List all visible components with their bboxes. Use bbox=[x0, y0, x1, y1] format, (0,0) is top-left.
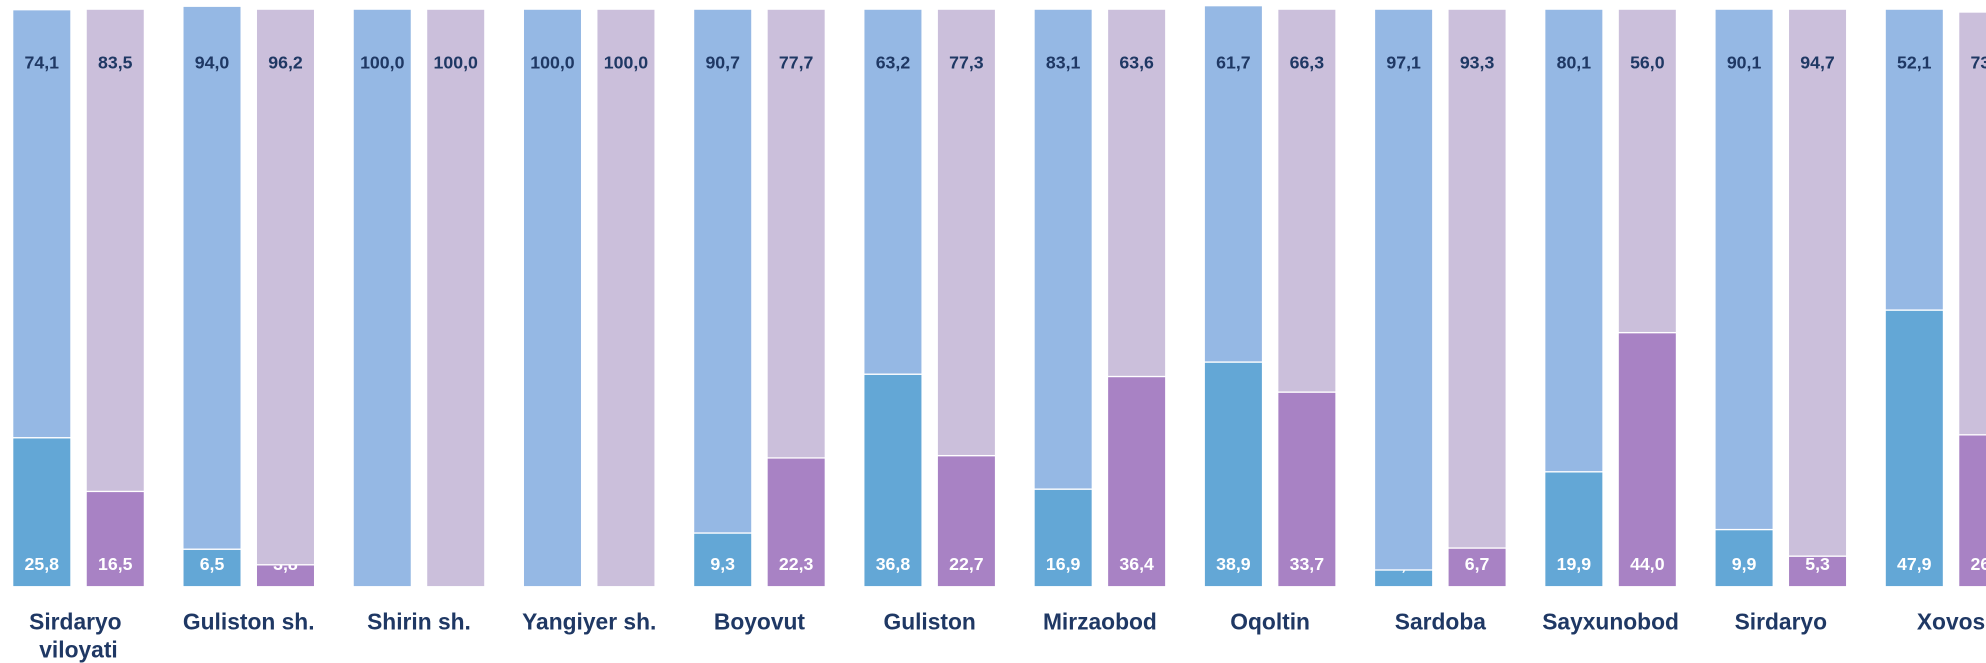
bar-segment bbox=[85, 490, 146, 588]
bar-segment bbox=[1203, 361, 1264, 588]
bar-segment bbox=[1277, 391, 1337, 588]
bar-segment bbox=[1958, 434, 1986, 588]
bar-segment bbox=[1884, 8, 1945, 311]
bar-segment bbox=[1373, 8, 1434, 571]
bar-segment bbox=[1106, 375, 1167, 588]
bar-segment bbox=[1544, 471, 1604, 588]
bar-segment bbox=[1714, 528, 1774, 588]
value-label: 97,1 bbox=[1386, 52, 1421, 72]
value-label: 9,9 bbox=[1732, 554, 1757, 574]
category-label: Sirdaryo viloyati bbox=[29, 608, 128, 662]
bar-segment bbox=[1884, 309, 1945, 588]
bar-segment bbox=[352, 8, 413, 588]
value-label: 100,0 bbox=[434, 52, 478, 72]
bar-segment bbox=[1106, 8, 1167, 378]
bar-segment bbox=[863, 373, 923, 588]
value-label: 94,7 bbox=[1800, 52, 1835, 72]
value-label: 44,0 bbox=[1630, 554, 1665, 574]
value-label: 16,5 bbox=[98, 554, 133, 574]
value-label: 83,5 bbox=[98, 52, 133, 72]
value-label: 90,1 bbox=[1727, 52, 1762, 72]
bar-segment bbox=[522, 8, 583, 588]
value-label: 6,5 bbox=[200, 554, 225, 574]
bar-segment bbox=[12, 437, 72, 588]
bar-segment bbox=[425, 8, 486, 588]
bar-segment bbox=[1447, 8, 1507, 549]
category-label: Guliston bbox=[883, 608, 975, 634]
value-label: 22,7 bbox=[949, 554, 984, 574]
bar-segment bbox=[936, 8, 997, 457]
category-label: Boyovut bbox=[714, 608, 806, 634]
value-label: 100,0 bbox=[360, 52, 404, 72]
bar-segment bbox=[692, 532, 753, 588]
value-label: 93,3 bbox=[1460, 52, 1495, 72]
bar-segment bbox=[1617, 8, 1678, 334]
value-label: 63,2 bbox=[876, 52, 911, 72]
value-label: 66,3 bbox=[1290, 52, 1325, 72]
value-label: 96,2 bbox=[268, 52, 303, 72]
value-label: 52,1 bbox=[1897, 52, 1932, 72]
value-label: 25,8 bbox=[25, 554, 60, 574]
bar-segment bbox=[1787, 8, 1848, 557]
value-label: 19,9 bbox=[1557, 554, 1592, 574]
category-label: Shirin sh. bbox=[367, 608, 471, 634]
value-label: 16,9 bbox=[1046, 554, 1081, 574]
category-label: Sirdaryo bbox=[1735, 608, 1828, 634]
bar-segment bbox=[692, 8, 753, 534]
category-label: Xovos bbox=[1917, 608, 1985, 634]
category-label: Yangiyer sh. bbox=[522, 608, 656, 634]
bar-segment bbox=[1033, 488, 1093, 588]
bar-segment bbox=[255, 8, 316, 566]
category-label: Guliston sh. bbox=[183, 608, 315, 634]
value-label: 36,8 bbox=[876, 554, 911, 574]
bar-segment bbox=[936, 454, 997, 588]
value-label: 56,0 bbox=[1630, 52, 1665, 72]
value-label: 5,3 bbox=[1805, 554, 1830, 574]
category-label: Oqoltin bbox=[1230, 608, 1310, 634]
bar-segment bbox=[12, 9, 72, 439]
value-label: 61,7 bbox=[1216, 52, 1251, 72]
value-label: 33,7 bbox=[1290, 554, 1325, 574]
bar-segment bbox=[1447, 547, 1507, 588]
category-label: Mirzaobod bbox=[1043, 608, 1157, 634]
value-label: 100,0 bbox=[604, 52, 648, 72]
bar-segment bbox=[766, 457, 826, 588]
value-label: 94,0 bbox=[195, 52, 230, 72]
value-label: 90,7 bbox=[705, 52, 740, 72]
bar-segment bbox=[1277, 8, 1337, 393]
bar-segment bbox=[1714, 8, 1774, 531]
value-label: 80,1 bbox=[1557, 52, 1592, 72]
value-label: 22,3 bbox=[779, 554, 814, 574]
value-label: 74,1 bbox=[25, 52, 60, 72]
bar-segment bbox=[85, 8, 146, 493]
bar-segment bbox=[1033, 8, 1093, 490]
value-label: 9,3 bbox=[710, 554, 735, 574]
value-label: 63,6 bbox=[1119, 52, 1154, 72]
bar-segment bbox=[863, 8, 923, 375]
value-label: 73,2 bbox=[1971, 52, 1986, 72]
value-label: 36,4 bbox=[1119, 554, 1154, 574]
value-label: 83,1 bbox=[1046, 52, 1081, 72]
value-label: 47,9 bbox=[1897, 554, 1932, 574]
category-label: Sayxunobod bbox=[1542, 608, 1679, 634]
value-label: 38,9 bbox=[1216, 554, 1251, 574]
bar-segment bbox=[1544, 8, 1604, 473]
bar-segment bbox=[182, 5, 242, 550]
value-label: 77,3 bbox=[949, 52, 984, 72]
bar-segment bbox=[766, 8, 826, 459]
bar-segment bbox=[1958, 11, 1986, 436]
value-label: 6,7 bbox=[1465, 554, 1490, 574]
bar-segment bbox=[1617, 331, 1678, 588]
category-label: Sardoba bbox=[1395, 608, 1486, 634]
value-label: 77,7 bbox=[779, 52, 814, 72]
bar-segment bbox=[1203, 5, 1264, 363]
value-label: 100,0 bbox=[530, 52, 574, 72]
value-label: 26,3 bbox=[1971, 554, 1986, 574]
bar-segment bbox=[596, 8, 656, 588]
